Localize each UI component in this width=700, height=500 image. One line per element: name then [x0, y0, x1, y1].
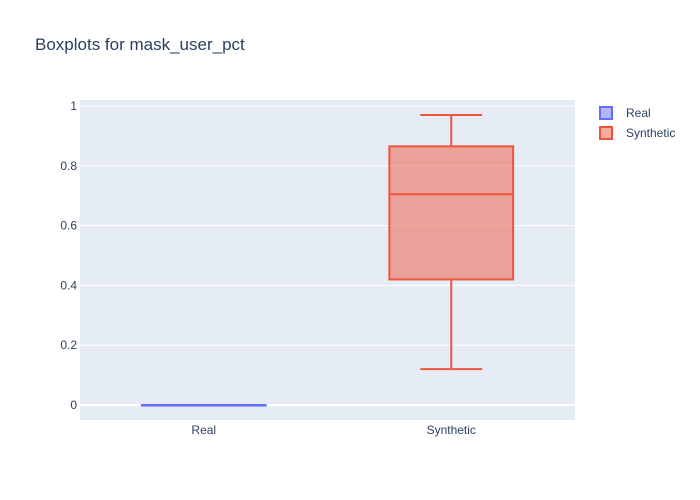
- y-tick-label: 0.4: [60, 278, 77, 292]
- x-tick-label: Synthetic: [427, 423, 476, 437]
- x-axis: Real Synthetic: [191, 423, 476, 437]
- iqr-box: [388, 145, 515, 281]
- legend-label: Synthetic: [626, 126, 675, 140]
- box-real[interactable]: [140, 404, 267, 407]
- box-synthetic[interactable]: [388, 113, 515, 371]
- y-tick-label: 0: [70, 398, 77, 412]
- y-tick-label: 0.8: [60, 159, 77, 173]
- y-axis: 0 0.2 0.4 0.6 0.8 1: [60, 99, 77, 412]
- y-tick-label: 0.6: [60, 219, 77, 233]
- legend-item-synthetic[interactable]: Synthetic: [599, 126, 675, 140]
- legend-swatch: [599, 126, 613, 140]
- y-tick-label: 0.2: [60, 338, 77, 352]
- legend-item-real[interactable]: Real: [599, 106, 651, 120]
- legend-swatch: [599, 106, 613, 120]
- x-tick-label: Real: [191, 423, 216, 437]
- boxes: [140, 113, 515, 407]
- y-tick-label: 1: [70, 99, 77, 113]
- legend-label: Real: [626, 106, 651, 120]
- legend[interactable]: Real Synthetic: [599, 106, 675, 140]
- chart-title: Boxplots for mask_user_pct: [35, 35, 245, 54]
